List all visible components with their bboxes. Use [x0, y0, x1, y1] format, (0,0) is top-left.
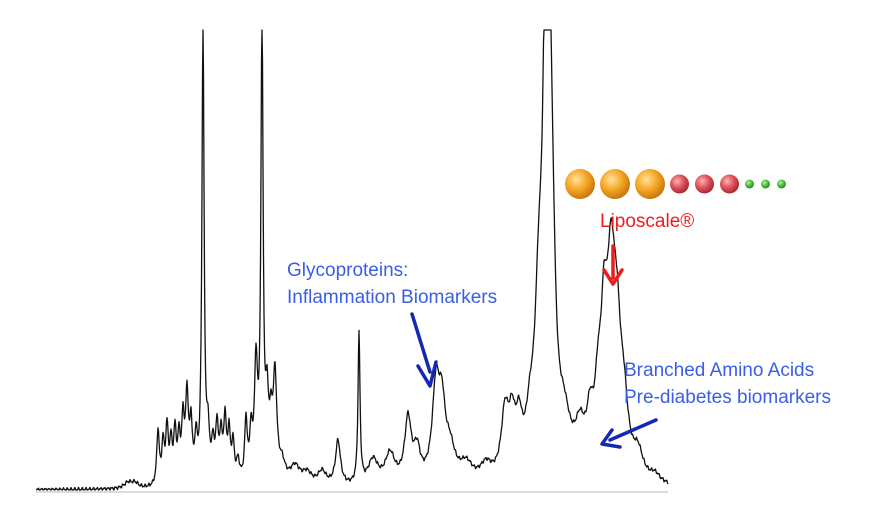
lipoprotein-particles	[565, 169, 786, 199]
particle-red-5	[695, 174, 714, 194]
liposcale-arrow	[602, 244, 624, 286]
liposcale-label: Liposcale®	[600, 211, 695, 232]
particle-red-6	[720, 174, 739, 194]
particle-orange-2	[600, 169, 630, 199]
particle-green-9	[777, 179, 786, 189]
particle-orange-3	[635, 169, 665, 199]
glycoprotein-arrow	[410, 312, 438, 388]
particle-orange-1	[565, 169, 595, 199]
particle-green-7	[745, 179, 754, 189]
branched-amino-acids-label: Branched Amino Acids Pre-diabetes biomar…	[624, 360, 831, 408]
particle-red-4	[670, 174, 689, 194]
spectrum-line	[35, 29, 669, 491]
branched-amino-acids-arrow	[600, 418, 658, 449]
particle-green-8	[761, 179, 770, 189]
glycoproteins-label: Glycoproteins: Inflammation Biomarkers	[287, 260, 498, 308]
